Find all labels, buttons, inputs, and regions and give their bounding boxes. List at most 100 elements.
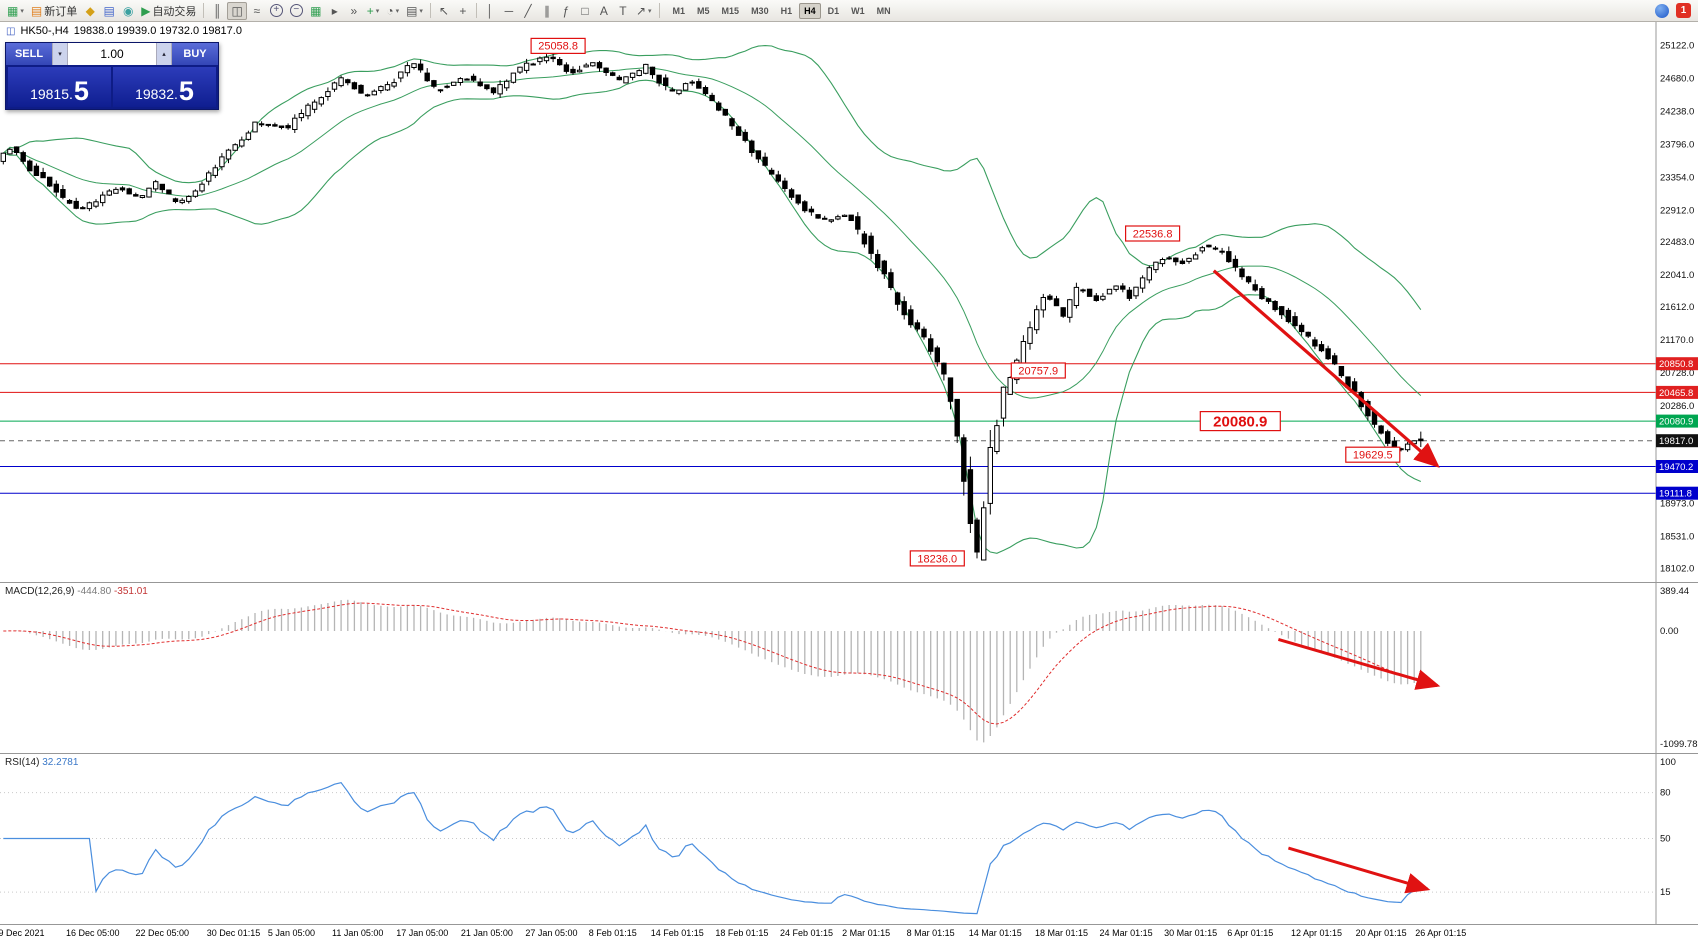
trend-arrow[interactable] (1287, 846, 1431, 894)
periods-icon[interactable]: ◔ ▾ (383, 2, 402, 20)
auto-trading-button[interactable]: ▶ 自动交易 (138, 2, 199, 20)
price-annotation[interactable]: 20757.9 (1010, 362, 1066, 379)
volume-stepper[interactable]: ▴ (156, 43, 172, 65)
horizontal-line-icon[interactable]: ─ (504, 3, 514, 18)
sell-button[interactable]: SELL (6, 43, 52, 65)
timeframe-button-m5[interactable]: M5 (697, 5, 710, 16)
arrows-tool-icon[interactable]: ↗ ▾ (635, 3, 652, 18)
text-icon[interactable]: A (599, 3, 608, 18)
chart-shift-icon[interactable]: » (350, 3, 358, 18)
options-icon[interactable]: ◉ (122, 3, 134, 18)
timeframe-buttons: M1 M5 M15 M30 H1 H4 D1 W1 MN (668, 2, 896, 19)
timeframe-button-w1[interactable]: W1 (851, 5, 865, 16)
date-label: 26 Apr 01:15 (1415, 928, 1467, 938)
main-chart-panel[interactable]: 25058.8 22536.8 20757.9 20080.9 19629.5 18236… (0, 22, 1698, 582)
trend-arrow[interactable] (1212, 269, 1440, 468)
new-chart-icon[interactable]: ▦ ▾ (7, 3, 24, 18)
timeframe-button-m15[interactable]: M15 (721, 5, 740, 16)
timeframe-button-d1[interactable]: D1 (827, 5, 840, 16)
date-label: 24 Mar 01:15 (1099, 928, 1153, 938)
svg-text:22536.8: 22536.8 (1133, 228, 1173, 240)
rsi-value: 32.2781 (42, 757, 79, 768)
tile-windows-icon[interactable]: ▦ (310, 3, 322, 18)
date-label: 21 Jan 05:00 (460, 928, 513, 938)
ohlc-values: 19838.0 19939.0 19732.0 19817.0 (73, 25, 242, 37)
date-label: 9 Dec 2021 (0, 928, 45, 938)
date-label: 8 Mar 01:15 (906, 928, 955, 938)
volume-dropdown[interactable]: ▾ (52, 43, 68, 65)
sell-price-value[interactable]: 19815. 5 (8, 67, 111, 107)
rsi-panel[interactable]: 100 80 50 15 RSI(14) 32.2781 (0, 753, 1698, 925)
crosshair-icon[interactable]: + (459, 3, 467, 18)
price-annotation[interactable]: 22536.8 (1124, 225, 1181, 242)
date-label: 30 Dec 01:15 (206, 928, 261, 938)
svg-text:18531.0: 18531.0 (1660, 532, 1694, 543)
fibonacci-icon[interactable]: ƒ (562, 3, 570, 18)
timeframe-button-h1[interactable]: H1 (780, 5, 793, 16)
macd-canvas[interactable]: 389.44 0.00 -1099.78 (0, 583, 1698, 754)
community-globe-icon[interactable] (1652, 2, 1672, 20)
macd-signal-line (3, 602, 1421, 725)
price-annotation[interactable]: 25058.8 (530, 37, 586, 54)
macd-panel[interactable]: 389.44 0.00 -1099.78 MACD(12,26,9) -444.80… (0, 582, 1698, 754)
rsi-axis-label: 100 (1660, 757, 1676, 768)
templates-icon[interactable]: ▤ ▾ (406, 3, 423, 18)
svg-text:23796.0: 23796.0 (1660, 140, 1694, 151)
trendline-icon[interactable]: ╱ (524, 3, 532, 18)
print-icon[interactable]: ▤ (103, 3, 115, 18)
date-label: 30 Mar 01:15 (1164, 928, 1218, 938)
svg-text:21612.0: 21612.0 (1660, 302, 1694, 313)
price-annotation[interactable]: 19629.5 (1345, 446, 1401, 463)
macd-axis-label: -1099.78 (1660, 739, 1698, 750)
rsi-canvas[interactable]: 100 80 50 15 (0, 754, 1698, 925)
svg-text:25122.0: 25122.0 (1660, 41, 1694, 52)
rsi-axis-label: 50 (1660, 834, 1671, 845)
channel-icon[interactable]: ∥ (543, 3, 550, 18)
new-order-label: 新订单 (44, 5, 78, 18)
svg-text:20757.9: 20757.9 (1018, 365, 1058, 377)
price-annotation[interactable]: 18236.0 (909, 550, 965, 567)
notification-badge[interactable]: 1 (1673, 2, 1694, 20)
zoom-in-icon[interactable]: + (267, 2, 286, 20)
trend-arrow[interactable] (1277, 637, 1441, 690)
date-label: 14 Mar 01:15 (968, 928, 1022, 938)
zoom-out-icon[interactable]: − (287, 2, 306, 20)
price-annotation[interactable]: 20080.9 (1199, 411, 1281, 432)
timeframe-button-h4[interactable]: H4 (799, 2, 821, 19)
timeframe-button-m1[interactable]: M1 (672, 5, 686, 16)
new-order-button[interactable]: ▤ 新订单 (28, 2, 80, 20)
profiles-icon[interactable]: ◆ (85, 3, 95, 18)
volume-input[interactable] (68, 43, 156, 65)
main-chart-canvas[interactable]: 25058.8 22536.8 20757.9 20080.9 19629.5 18236… (0, 22, 1698, 582)
buy-price-value[interactable]: 19832. 5 (113, 67, 216, 107)
indicators-icon[interactable]: + ▾ (366, 3, 380, 18)
candlestick-mini-icon: ◫ (6, 25, 16, 37)
price-axis-marker: 20465.8 (1656, 385, 1698, 399)
time-axis[interactable]: 9 Dec 2021 16 Dec 05:00 22 Dec 05:00 30 Dec… (0, 924, 1698, 944)
play-icon: ▶ (141, 3, 151, 18)
line-chart-icon[interactable]: ≈ (253, 3, 261, 18)
date-label: 18 Mar 01:15 (1034, 928, 1089, 938)
chevron-down-icon: ▾ (20, 7, 24, 15)
auto-scroll-icon[interactable]: ▸ (331, 3, 338, 18)
bar-chart-icon[interactable]: ║ (213, 3, 222, 18)
price-axis-marker: 19111.8 (1656, 486, 1698, 500)
svg-text:19629.5: 19629.5 (1353, 450, 1393, 462)
timeframe-button-mn[interactable]: MN (876, 5, 891, 16)
date-label: 5 Jan 05:00 (267, 928, 315, 938)
timeframe-button-m30[interactable]: M30 (751, 5, 769, 16)
cursor-icon[interactable]: ↖ (438, 3, 449, 18)
bollinger-bands (2, 45, 1422, 554)
svg-text:18102.0: 18102.0 (1660, 563, 1694, 574)
svg-text:24238.0: 24238.0 (1660, 107, 1694, 118)
date-label: 16 Dec 05:00 (65, 928, 120, 938)
date-label: 6 Apr 01:15 (1227, 928, 1274, 938)
buy-button[interactable]: BUY (172, 43, 218, 65)
candlestick-chart-icon[interactable]: ◫ (227, 1, 247, 20)
svg-text:22483.0: 22483.0 (1660, 237, 1694, 248)
shapes-icon[interactable]: □ (581, 3, 589, 18)
price-axis-marker: 19470.2 (1656, 460, 1698, 473)
text-label-icon[interactable]: T (619, 3, 627, 18)
vertical-line-icon[interactable]: │ (486, 3, 494, 18)
macd-histogram (9, 599, 1422, 743)
